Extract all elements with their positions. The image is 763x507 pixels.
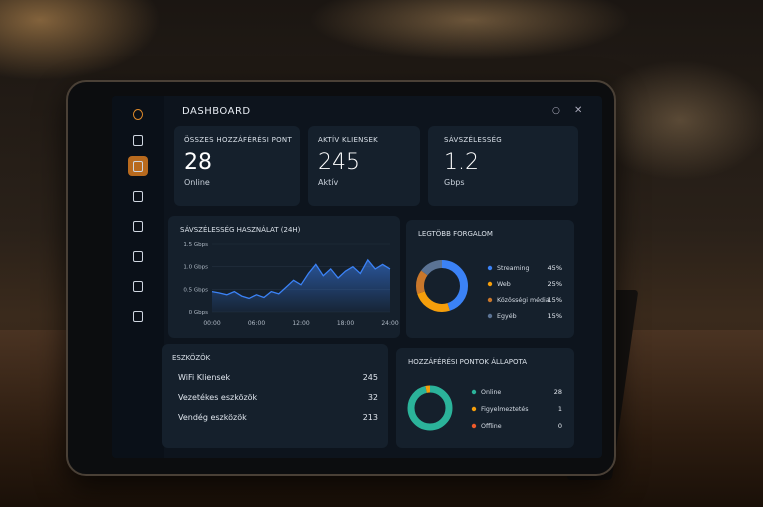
area (212, 259, 390, 312)
logo-icon (128, 104, 148, 124)
legend-value: 25% (548, 280, 562, 288)
header-title: DASHBOARD (182, 106, 251, 117)
device-label: WiFi Kliensek (178, 373, 231, 382)
nav-icon[interactable] (128, 246, 148, 266)
card-title: LEGTÖBB FORGALOM (418, 229, 493, 238)
legend-dot (471, 389, 477, 395)
y-tick-label: 0 Gbps (189, 310, 208, 316)
x-tick-label: 12:00 (292, 320, 309, 327)
legend-dot (487, 313, 493, 319)
ap-status-card: HOZZÁFÉRÉSI PONTOK ÁLLAPOTA Online 28 Figy… (396, 348, 574, 448)
legend-label: Streaming (497, 265, 530, 272)
legend-value: 15% (548, 312, 562, 320)
donut-segment (407, 385, 453, 431)
line (211, 258, 391, 300)
nav-icon[interactable] (128, 186, 148, 206)
device-count: 213 (363, 413, 378, 422)
traffic-chart: LEGTÖBB FORGALOM Streaming 45% Web 25% Közös… (416, 229, 562, 320)
stat-value: 1.2 (444, 150, 479, 175)
devices-card: ESZKÖZÖK WiFi Kliensek 245 Vezetékes eszkö… (162, 344, 388, 448)
tablet: DASHBOARD ○ ✕ ÖSSZES HOZZÁFÉRÉSI PONT 28… (66, 80, 616, 476)
legend-value: 45% (548, 264, 562, 272)
y-tick-label: 0.5 Gbps (183, 287, 208, 293)
stat-card: SÁVSZÉLESSÉG 1.2 Gbps (428, 126, 578, 206)
stat-title: AKTÍV KLIENSEK (318, 136, 379, 144)
legend-dot (471, 423, 477, 429)
legend-dot (487, 265, 493, 271)
legend-label: Offline (481, 423, 502, 430)
x-tick-label: 18:00 (337, 320, 354, 327)
screen: DASHBOARD ○ ✕ ÖSSZES HOZZÁFÉRÉSI PONT 28… (112, 96, 602, 458)
y-tick-label: 1.0 Gbps (183, 265, 208, 271)
y-tick-label: 1.5 Gbps (183, 242, 208, 248)
device-count: 245 (363, 373, 378, 382)
legend-label: Egyéb (497, 312, 517, 320)
legend-value: 0 (558, 422, 562, 430)
donut-segment (416, 260, 468, 312)
stat-card: ÖSSZES HOZZÁFÉRÉSI PONT 28 Online (174, 126, 300, 206)
donut-segment (407, 385, 453, 431)
donut-segment (416, 260, 468, 312)
stat-unit: Gbps (444, 178, 465, 187)
x-tick-label: 00:00 (203, 320, 220, 327)
search-icon[interactable]: ○ (552, 106, 560, 116)
devices-list: ESZKÖZÖK WiFi Kliensek 245 Vezetékes eszkö… (172, 353, 378, 422)
chart-title: SÁVSZÉLESSÉG HASZNÁLAT (24H) (180, 225, 301, 234)
card-title: HOZZÁFÉRÉSI PONTOK ÁLLAPOTA (408, 357, 527, 366)
legend-dot (487, 281, 493, 287)
bandwidth-chart: SÁVSZÉLESSÉG HASZNÁLAT (24H) 0 Gbps 0.5 G… (180, 225, 399, 327)
nav-icon[interactable] (128, 130, 148, 150)
legend-label: Online (481, 389, 501, 396)
nav-icon[interactable] (128, 216, 148, 236)
legend-value: 1 (558, 405, 562, 413)
bandwidth-card: SÁVSZÉLESSÉG HASZNÁLAT (24H) 0 Gbps 0.5 G… (168, 216, 400, 338)
legend-dot (487, 297, 493, 303)
ap-status-chart: HOZZÁFÉRÉSI PONTOK ÁLLAPOTA Online 28 Figy… (407, 357, 562, 431)
nav-icon[interactable] (128, 276, 148, 296)
legend-label: Web (497, 281, 511, 288)
card-title: ESZKÖZÖK (172, 353, 211, 362)
device-label: Vezetékes eszközök (178, 392, 258, 402)
stat-value: 28 (184, 150, 212, 175)
legend-value: 28 (554, 388, 562, 396)
stat-unit: Online (184, 178, 210, 187)
stat-title: ÖSSZES HOZZÁFÉRÉSI PONT (184, 136, 293, 144)
sidebar (112, 96, 164, 458)
donut-segment (416, 260, 468, 312)
x-tick-label: 06:00 (248, 320, 265, 327)
settings-icon[interactable]: ✕ (574, 105, 583, 116)
traffic-card: LEGTÖBB FORGALOM Streaming 45% Web 25% Közös… (406, 220, 574, 338)
stat-title: SÁVSZÉLESSÉG (444, 136, 503, 144)
device-count: 32 (368, 393, 378, 402)
stat-value: 245 (318, 150, 360, 175)
device-label: Vendég eszközök (178, 412, 247, 422)
legend-value: 15% (548, 296, 562, 304)
legend-dot (471, 406, 477, 412)
nav-icon-active[interactable] (128, 156, 148, 176)
legend-label: Figyelmeztetés (481, 405, 529, 413)
nav-icon[interactable] (128, 306, 148, 326)
x-tick-label: 24:00 (381, 320, 398, 327)
stat-card: AKTÍV KLIENSEK 245 Aktív (308, 126, 420, 206)
legend-label: Közösségi média (497, 296, 550, 304)
stat-unit: Aktív (318, 178, 339, 187)
